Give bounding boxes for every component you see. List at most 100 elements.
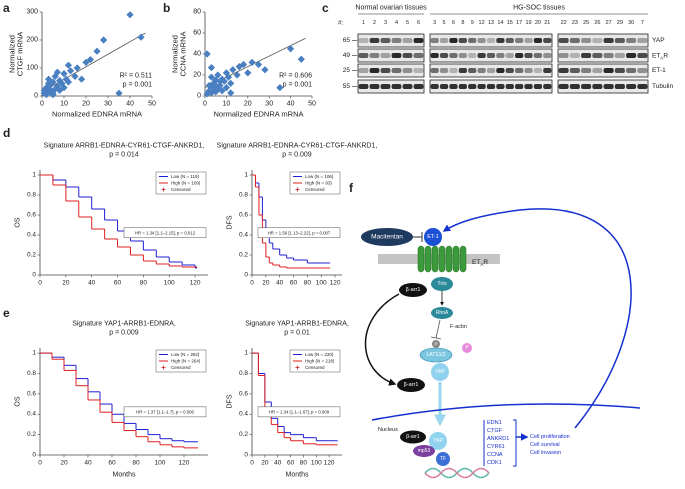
x-tick-label: 0	[40, 101, 44, 108]
blot-band	[524, 53, 533, 58]
lane-number: 8	[461, 20, 464, 26]
phospho-label: P	[465, 345, 469, 351]
blot-band	[496, 68, 505, 73]
blot-strip	[357, 63, 425, 78]
annotation: R² = 0.511	[120, 73, 152, 80]
blot-band	[626, 38, 637, 43]
mw-marker: 49	[343, 52, 351, 59]
barr1-node	[399, 283, 427, 297]
tf-node	[436, 452, 450, 466]
chart-title: Signature ARRB1-EDNRA-CYR61-CTGF-ANKRD1,	[217, 143, 378, 150]
blot-band	[581, 84, 592, 89]
point	[64, 78, 72, 86]
y-tick-label: 0	[244, 272, 248, 279]
point	[207, 64, 216, 72]
blot-band	[533, 84, 543, 89]
gene-label: ANKRD1	[487, 436, 509, 442]
blot-band	[486, 68, 496, 73]
y-tick-label: 0.2	[27, 252, 36, 259]
y-tick-label: 0	[32, 272, 36, 279]
gene-label: EDN1	[487, 420, 502, 426]
y-tick-label: 0.8	[27, 370, 36, 377]
blot-band	[458, 38, 467, 43]
mw-marker: 25	[343, 67, 351, 74]
point	[297, 55, 305, 63]
blot-band	[543, 38, 552, 43]
blot-band	[369, 38, 380, 43]
yap-node	[431, 363, 449, 381]
point	[224, 73, 233, 81]
blot-band	[505, 38, 514, 43]
x-tick-label: 100	[311, 460, 322, 467]
x-tick-label: 80	[140, 280, 148, 287]
legend-label: High (N = 218)	[305, 359, 335, 364]
blot-band	[402, 38, 413, 43]
blot-band	[477, 84, 486, 89]
blot-band	[369, 53, 380, 58]
blot-band	[603, 53, 614, 58]
blot-band	[543, 53, 552, 58]
text-part: R	[663, 52, 668, 59]
blot-band	[391, 84, 402, 89]
blot-band	[515, 68, 524, 73]
group-label: Normal ovarian tissues	[355, 5, 427, 12]
lane-number: 22	[561, 20, 567, 26]
mp53-label: mp53	[418, 448, 431, 454]
blot-band	[439, 38, 449, 43]
y-tick-label: 60	[193, 30, 201, 37]
y-tick-label: 20	[193, 72, 201, 79]
blot-band	[533, 38, 543, 43]
x-tick-label: 120	[324, 460, 335, 467]
y-tick-label: 0.8	[239, 370, 248, 377]
lane-number: 13	[488, 20, 494, 26]
outcome-label: Cell survival	[530, 442, 560, 448]
x-tick-label: 30	[265, 101, 273, 108]
lane-number: 6	[417, 20, 420, 26]
legend-box	[289, 349, 341, 373]
point	[227, 79, 235, 87]
blot-band	[449, 38, 458, 43]
y-tick-label: 0.2	[27, 431, 36, 438]
point	[233, 71, 241, 79]
blot-band	[496, 53, 505, 58]
gene-label: CTGF	[487, 428, 503, 434]
point	[218, 87, 226, 95]
point	[73, 64, 81, 72]
diagram-rect	[417, 245, 425, 273]
blot-band	[524, 68, 533, 73]
blot-band	[581, 68, 592, 73]
lane-number: 3	[384, 20, 387, 26]
point	[212, 76, 220, 84]
trio-node	[431, 277, 453, 291]
y-tick-label: 1	[32, 172, 36, 179]
panel-label: d	[3, 126, 10, 140]
protein-label: Tubulin	[652, 83, 673, 90]
text-part: R	[483, 259, 488, 266]
blot-band	[524, 84, 533, 89]
lane-number: 21	[544, 20, 550, 26]
lane-number: 7	[641, 20, 644, 26]
blot-band	[413, 68, 424, 73]
x-tick-label: 60	[114, 280, 122, 287]
blot-band	[637, 53, 648, 58]
blot-band	[468, 84, 477, 89]
blot-band	[637, 68, 648, 73]
blot-band	[380, 38, 391, 43]
lane-number: 3	[433, 20, 436, 26]
blot-band	[369, 68, 380, 73]
y-tick-label: 0	[197, 93, 201, 100]
legend-label: High (N = 109)	[171, 181, 201, 186]
blot-band	[439, 84, 449, 89]
chart-subtitle: p = 0.014	[109, 152, 138, 159]
point	[93, 47, 101, 55]
blot-band	[430, 68, 439, 73]
point	[86, 56, 94, 64]
x-tick-label: 100	[155, 460, 166, 467]
blot-band	[614, 68, 625, 73]
y-tick-label: 0.4	[239, 411, 248, 418]
point	[239, 60, 248, 69]
blot-band	[592, 68, 603, 73]
legend-label: Low (N = 220)	[305, 352, 334, 357]
blot-band	[477, 38, 486, 43]
